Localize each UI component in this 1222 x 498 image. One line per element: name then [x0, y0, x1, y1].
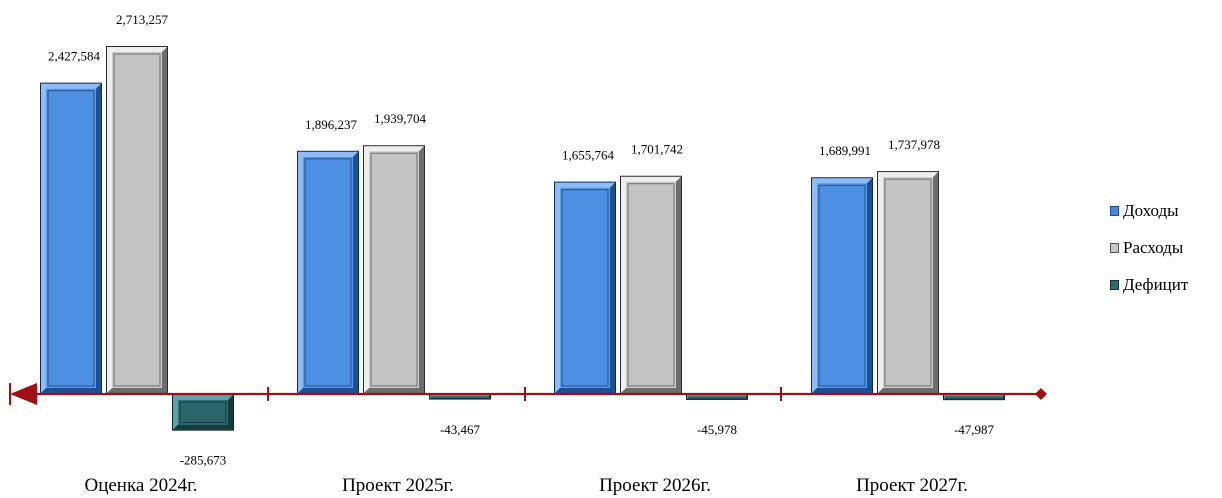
bars-layer [40, 46, 1005, 431]
data-label-expenses-1: 2,713,257 [116, 12, 169, 27]
legend-item-deficit: Дефицит [1110, 272, 1188, 297]
category-label-1: Оценка 2024г. [84, 475, 197, 496]
bar-expenses-1 [106, 46, 168, 394]
legend-label-deficit: Дефицит [1123, 274, 1189, 294]
bar-income-1 [40, 82, 102, 395]
legend-item-expenses: Расходы [1110, 235, 1188, 260]
bar-expenses-3 [620, 175, 682, 394]
legend-swatch-income [1110, 205, 1119, 216]
legend-swatch-expenses [1110, 242, 1119, 253]
data-label-income-2: 1,896,237 [305, 117, 358, 132]
bar-deficit-3 [686, 394, 748, 400]
data-label-expenses-4: 1,737,978 [888, 137, 940, 152]
data-label-deficit-3: -45,978 [697, 422, 737, 437]
legend-item-income: Доходы [1110, 198, 1188, 223]
data-label-expenses-3: 1,701,742 [631, 142, 683, 157]
bar-expenses-2 [363, 145, 425, 394]
data-label-income-3: 1,655,764 [562, 148, 615, 163]
data-label-income-4: 1,689,991 [819, 143, 871, 158]
data-label-income-1: 2,427,584 [48, 49, 101, 64]
data-label-expenses-2: 1,939,704 [374, 111, 427, 126]
bar-deficit-1 [172, 394, 234, 431]
category-label-4: Проект 2027г. [856, 475, 968, 496]
bar-income-4 [811, 177, 873, 394]
data-label-deficit-2: -43,467 [440, 422, 481, 437]
legend-swatch-deficit [1110, 279, 1119, 290]
x-axis [9, 383, 1047, 405]
data-label-deficit-4: -47,987 [954, 422, 995, 437]
bar-income-2 [297, 150, 359, 394]
legend-label-expenses: Расходы [1123, 237, 1184, 257]
data-labels-layer: 2,427,584 2,713,257 -285,673 1,896,237 1,939… [48, 12, 995, 468]
legend-label-income: Доходы [1123, 200, 1179, 220]
bar-income-3 [554, 181, 616, 394]
legend: Доходы Расходы Дефицит [1110, 198, 1188, 309]
data-label-deficit-1: -285,673 [180, 453, 227, 468]
bar-deficit-4 [943, 394, 1005, 401]
axis-diamond-right [1035, 388, 1047, 400]
category-label-3: Проект 2026г. [599, 475, 711, 496]
category-labels-layer: Оценка 2024г. Проект 2025г. Проект 2026г. П… [84, 475, 967, 496]
bar-expenses-4 [877, 171, 939, 394]
axis-arrow-left [10, 383, 37, 405]
category-label-2: Проект 2025г. [342, 475, 454, 496]
bar-deficit-2 [429, 394, 491, 400]
